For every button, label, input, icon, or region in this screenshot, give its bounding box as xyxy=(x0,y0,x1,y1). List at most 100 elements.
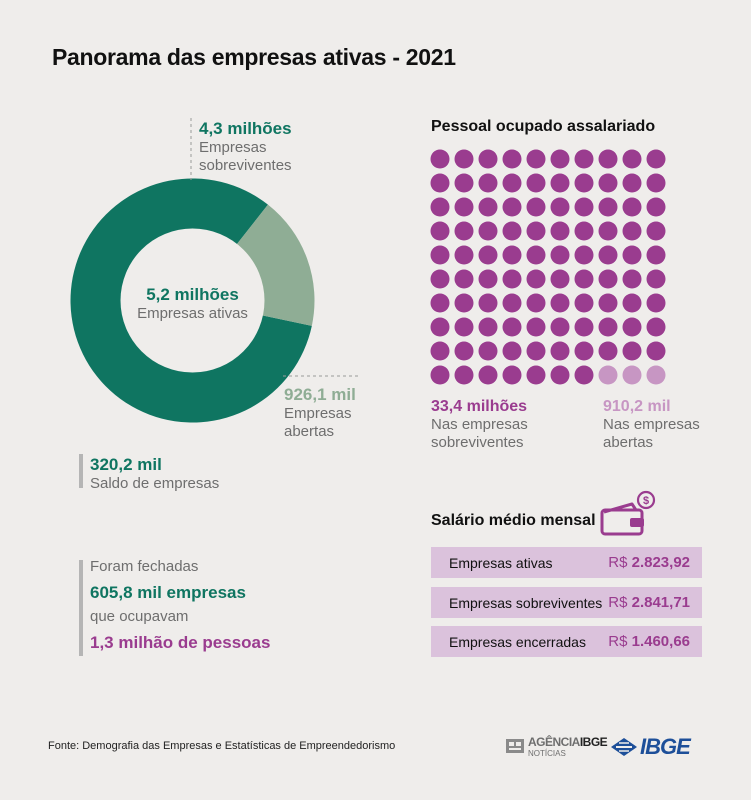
pessoal-right-value: 910,2 mil xyxy=(603,398,671,415)
page-title: Panorama das empresas ativas - 2021 xyxy=(52,44,456,70)
dot-dark xyxy=(526,245,546,265)
dot-dark xyxy=(598,293,618,313)
abertas-value: 926,1 mil xyxy=(284,385,356,404)
donut-center-label: Empresas ativas xyxy=(137,305,248,322)
dot-dark xyxy=(430,173,450,193)
fechadas-line3: que ocupavam xyxy=(90,608,189,625)
pessoal-right: 910,2 mil Nas empresas abertas xyxy=(603,397,700,452)
wallet-money-icon: $ xyxy=(600,490,656,536)
dot-dark xyxy=(574,293,594,313)
dot-dark xyxy=(646,293,666,313)
dot-dark xyxy=(478,293,498,313)
label-abertas: 926,1 mil Empresas abertas xyxy=(284,384,356,441)
ibge-mark-icon xyxy=(611,738,637,756)
dot-dark xyxy=(574,365,594,385)
dot-dark xyxy=(622,245,642,265)
dot-dark xyxy=(502,173,522,193)
salary-label: Empresas encerradas xyxy=(449,633,586,650)
pessoal-right-line2: abertas xyxy=(603,434,654,451)
dot-dark xyxy=(646,173,666,193)
dot-dark xyxy=(478,173,498,193)
dot-light xyxy=(622,365,642,385)
dot-dark xyxy=(502,317,522,337)
fechadas-line1: Foram fechadas xyxy=(90,558,199,575)
salary-value: R$ 2.841,71 xyxy=(608,594,690,611)
dot-dark xyxy=(430,269,450,289)
dot-dark xyxy=(646,149,666,169)
dot-dark xyxy=(430,221,450,241)
dot-dark xyxy=(502,197,522,217)
agencia-line1: AGÊNCIA xyxy=(528,735,580,749)
dot-dark xyxy=(430,317,450,337)
dot-dark xyxy=(526,221,546,241)
dot-dark xyxy=(646,221,666,241)
leader-line-sobreviventes xyxy=(190,118,192,180)
dot-dark xyxy=(430,149,450,169)
dot-dark xyxy=(574,197,594,217)
dot-light xyxy=(646,365,666,385)
dot-dark xyxy=(622,293,642,313)
saldo-value: 320,2 mil xyxy=(90,455,162,474)
agencia-brand: IBGE xyxy=(579,735,608,749)
dot-dark xyxy=(454,173,474,193)
dot-dark xyxy=(646,245,666,265)
dot-dark xyxy=(502,221,522,241)
agencia-mark-icon xyxy=(506,739,524,753)
salary-label: Empresas ativas xyxy=(449,554,553,571)
dot-dark xyxy=(598,221,618,241)
dot-dark xyxy=(454,269,474,289)
dot-dark xyxy=(550,149,570,169)
pessoal-left-value: 33,4 milhões xyxy=(431,398,528,415)
dot-light xyxy=(598,365,618,385)
dot-dark xyxy=(622,269,642,289)
sobreviventes-line1: Empresas xyxy=(199,139,267,156)
dot-dark xyxy=(622,341,642,361)
dot-dark xyxy=(598,341,618,361)
dot-dark xyxy=(454,149,474,169)
dot-dark xyxy=(550,365,570,385)
dot-dark xyxy=(478,341,498,361)
dot-dark xyxy=(574,221,594,241)
dot-dark xyxy=(430,365,450,385)
fechadas-block: Foram fechadas 605,8 mil empresas que oc… xyxy=(90,558,270,653)
dot-dark xyxy=(622,197,642,217)
dot-dark xyxy=(526,317,546,337)
dot-dark xyxy=(478,269,498,289)
dot-dark xyxy=(502,245,522,265)
dot-dark xyxy=(550,341,570,361)
dot-dark xyxy=(454,317,474,337)
dot-dark xyxy=(598,197,618,217)
pessoal-left-line1: Nas empresas xyxy=(431,416,528,433)
dot-dark xyxy=(526,173,546,193)
dot-dark xyxy=(526,149,546,169)
dot-dark xyxy=(430,245,450,265)
dot-dark xyxy=(574,317,594,337)
saldo-block: 320,2 mil Saldo de empresas xyxy=(90,454,219,493)
dot-dark xyxy=(454,245,474,265)
abertas-line2: abertas xyxy=(284,423,335,440)
salario-title: Salário médio mensal xyxy=(431,512,596,529)
dot-dark xyxy=(598,317,618,337)
agencia-logo: AGÊNCIAIBGE NOTÍCIAS xyxy=(504,733,608,761)
salary-row-encerradas: Empresas encerradas R$ 1.460,66 xyxy=(431,626,702,657)
dot-dark xyxy=(430,197,450,217)
fechadas-bar xyxy=(79,560,83,656)
fechadas-line2: 605,8 mil empresas xyxy=(90,583,246,602)
salary-row-ativas: Empresas ativas R$ 2.823,92 xyxy=(431,547,702,578)
dot-dark xyxy=(646,341,666,361)
dot-dark xyxy=(598,269,618,289)
dot-dark xyxy=(526,341,546,361)
dot-dark xyxy=(478,365,498,385)
dot-dark xyxy=(622,221,642,241)
dot-dark xyxy=(550,197,570,217)
dot-dark xyxy=(598,245,618,265)
ibge-logo: IBGE xyxy=(610,733,705,761)
dot-dark xyxy=(478,149,498,169)
dot-dark xyxy=(502,269,522,289)
dot-dark xyxy=(550,269,570,289)
dot-dark xyxy=(622,149,642,169)
dot-dark xyxy=(574,173,594,193)
dot-dark xyxy=(622,317,642,337)
dot-dark xyxy=(646,269,666,289)
salary-value: R$ 2.823,92 xyxy=(608,554,690,571)
